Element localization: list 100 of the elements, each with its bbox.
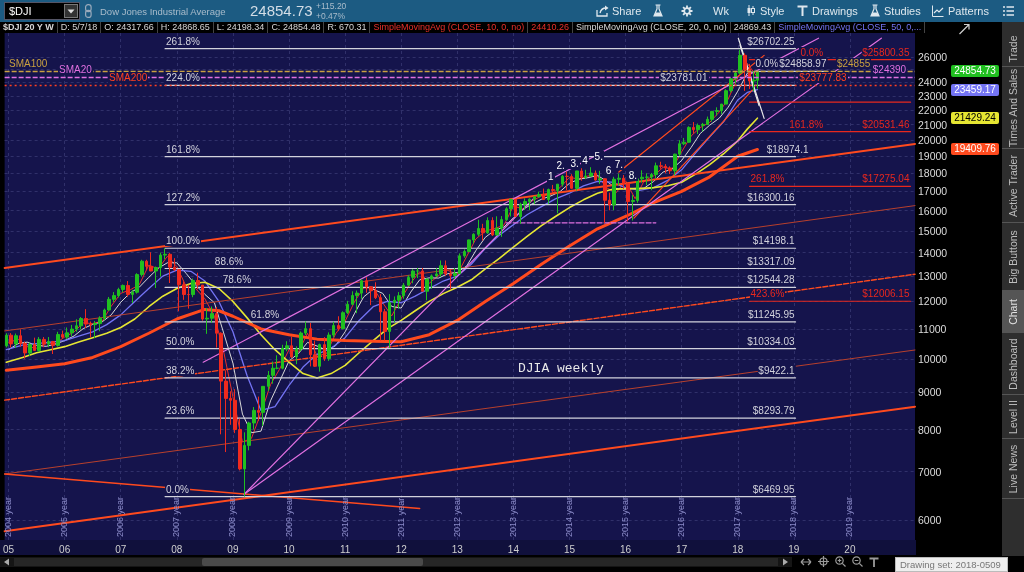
y-tick-label: 19000	[918, 150, 948, 163]
annotation: 161.8%	[788, 118, 825, 130]
annotation: 4	[581, 155, 589, 167]
annotation: $25800.35	[861, 46, 911, 58]
annotation: 127.2%	[165, 191, 201, 203]
chart-title: Dow Jones Industrial Average	[100, 6, 226, 17]
annotation: 161.8%	[165, 143, 201, 155]
text: +115.20	[316, 1, 347, 11]
annotation: 2012 year	[451, 496, 462, 537]
x-tick-label: 10	[283, 543, 296, 555]
x-tick-label: 05	[3, 543, 15, 555]
annotation: $9422.1	[757, 364, 796, 376]
annotation: 8.	[627, 170, 639, 182]
text: Big Buttons	[1006, 229, 1019, 284]
annotation: $17275.04	[861, 173, 911, 185]
annotation: 2014 year	[563, 496, 574, 537]
y-tick-label: 24000	[918, 76, 948, 89]
annotation: 2015 year	[620, 496, 631, 537]
annotation: 1	[547, 171, 555, 182]
annotation: $18974.1	[765, 143, 810, 155]
x-tick-label: 12	[395, 543, 408, 555]
x-tick-label: 20	[844, 543, 856, 555]
x-tick-label: 17	[676, 543, 688, 555]
annotation: 7.	[613, 158, 625, 170]
y-tick-label: 7000	[918, 465, 942, 478]
annotation: $20531.46	[861, 118, 911, 130]
annotation: 2006 year	[115, 496, 126, 537]
annotation: 100.0%	[165, 235, 201, 247]
annotation: $26702.25	[746, 35, 796, 47]
y-tick-label: 16000	[918, 204, 948, 217]
annotation: 423.6%	[749, 288, 786, 300]
annotation: 0.0%	[165, 483, 190, 495]
x-tick-label: 19	[788, 543, 800, 555]
y-tick-label: 12000	[918, 295, 948, 308]
text: Studies	[884, 5, 921, 17]
annotation: 38.2%	[165, 364, 196, 376]
x-tick-label: 13	[451, 543, 464, 555]
y-tick-label: 9000	[918, 386, 942, 399]
annotation: 61.8%	[249, 308, 281, 320]
text: Active Trader	[1006, 154, 1019, 217]
annotation: 2010 year	[339, 496, 350, 537]
text: $DJI 20 Y W	[0, 22, 58, 33]
y-tick-label: 20000	[918, 134, 948, 146]
y-tick-label: 18000	[918, 167, 948, 180]
x-tick-label: 07	[115, 543, 127, 555]
text: 24410.26	[528, 22, 573, 33]
x-tick-label: 15	[563, 543, 576, 555]
annotation: 2008 year	[227, 496, 238, 537]
annotation: $12006.15	[861, 288, 911, 300]
text: Trade	[1006, 34, 1019, 63]
y-tick-label: 8000	[918, 423, 942, 436]
ref-line-label: SMA200	[108, 72, 149, 84]
text: Chart	[1006, 298, 1019, 325]
text: O: 24317.66	[101, 22, 158, 33]
text: R: 670.31	[324, 22, 371, 33]
y-tick-label: 26000	[918, 51, 948, 64]
y-tick-label: 10000	[918, 353, 948, 366]
annotation: 3.	[569, 157, 580, 169]
x-tick-label: 09	[227, 543, 239, 555]
y-tick-label: 17000	[918, 185, 948, 198]
y-tick-label: 11000	[918, 322, 947, 335]
annotation: 23.6%	[165, 405, 196, 417]
annotation: 2011 year	[395, 497, 406, 537]
text: D: 5/7/18	[57, 22, 102, 33]
annotation: $13317.09	[746, 255, 796, 267]
annotation: 2007 year	[171, 496, 182, 537]
annotation: $11245.95	[746, 308, 796, 320]
annotation: $23777.83	[798, 72, 848, 84]
text: SimpleMovingAvg (CLOSE, 10, 0, no)	[370, 22, 529, 33]
annotation: 261.8%	[749, 173, 786, 185]
text: 21429.24	[951, 112, 999, 125]
text: Level II	[1006, 399, 1019, 434]
annotation: DJIA weekly	[518, 361, 604, 376]
y-tick-label: 13000	[918, 270, 948, 283]
text: H: 24868.65	[157, 22, 214, 33]
annotation: $24855	[835, 58, 872, 70]
text: Live News	[1006, 444, 1019, 493]
text: Drawings	[812, 5, 858, 17]
annotation: 0.0%	[799, 46, 825, 58]
annotation: $16300.16	[746, 191, 796, 203]
text: Dashboard	[1006, 337, 1019, 390]
annotation: $24390	[871, 64, 908, 76]
annotation: 78.6%	[221, 274, 253, 286]
annotation: 2019 year	[844, 496, 855, 537]
annotation: 2018 year	[788, 496, 799, 537]
annotation: 2017 year	[732, 496, 743, 537]
annotation: 2013 year	[507, 496, 518, 537]
annotation: 261.8%	[165, 35, 201, 47]
annotation: $14198.1	[751, 235, 796, 247]
text: SimpleMovingAvg (CLOSE, 50, 0,...	[775, 22, 926, 33]
text: 24854.73	[951, 65, 999, 78]
text: Wk	[713, 5, 729, 17]
x-tick-label: 06	[59, 543, 71, 555]
text: 23459.17	[951, 83, 999, 96]
x-tick-label: 08	[171, 543, 183, 555]
text: Drawing set: 2018-0509	[895, 557, 1008, 572]
ref-line-label: SMA20	[58, 64, 93, 76]
annotation: 88.6%	[213, 255, 245, 267]
annotation: 2004 year	[3, 496, 14, 537]
y-tick-label: 6000	[918, 514, 942, 527]
